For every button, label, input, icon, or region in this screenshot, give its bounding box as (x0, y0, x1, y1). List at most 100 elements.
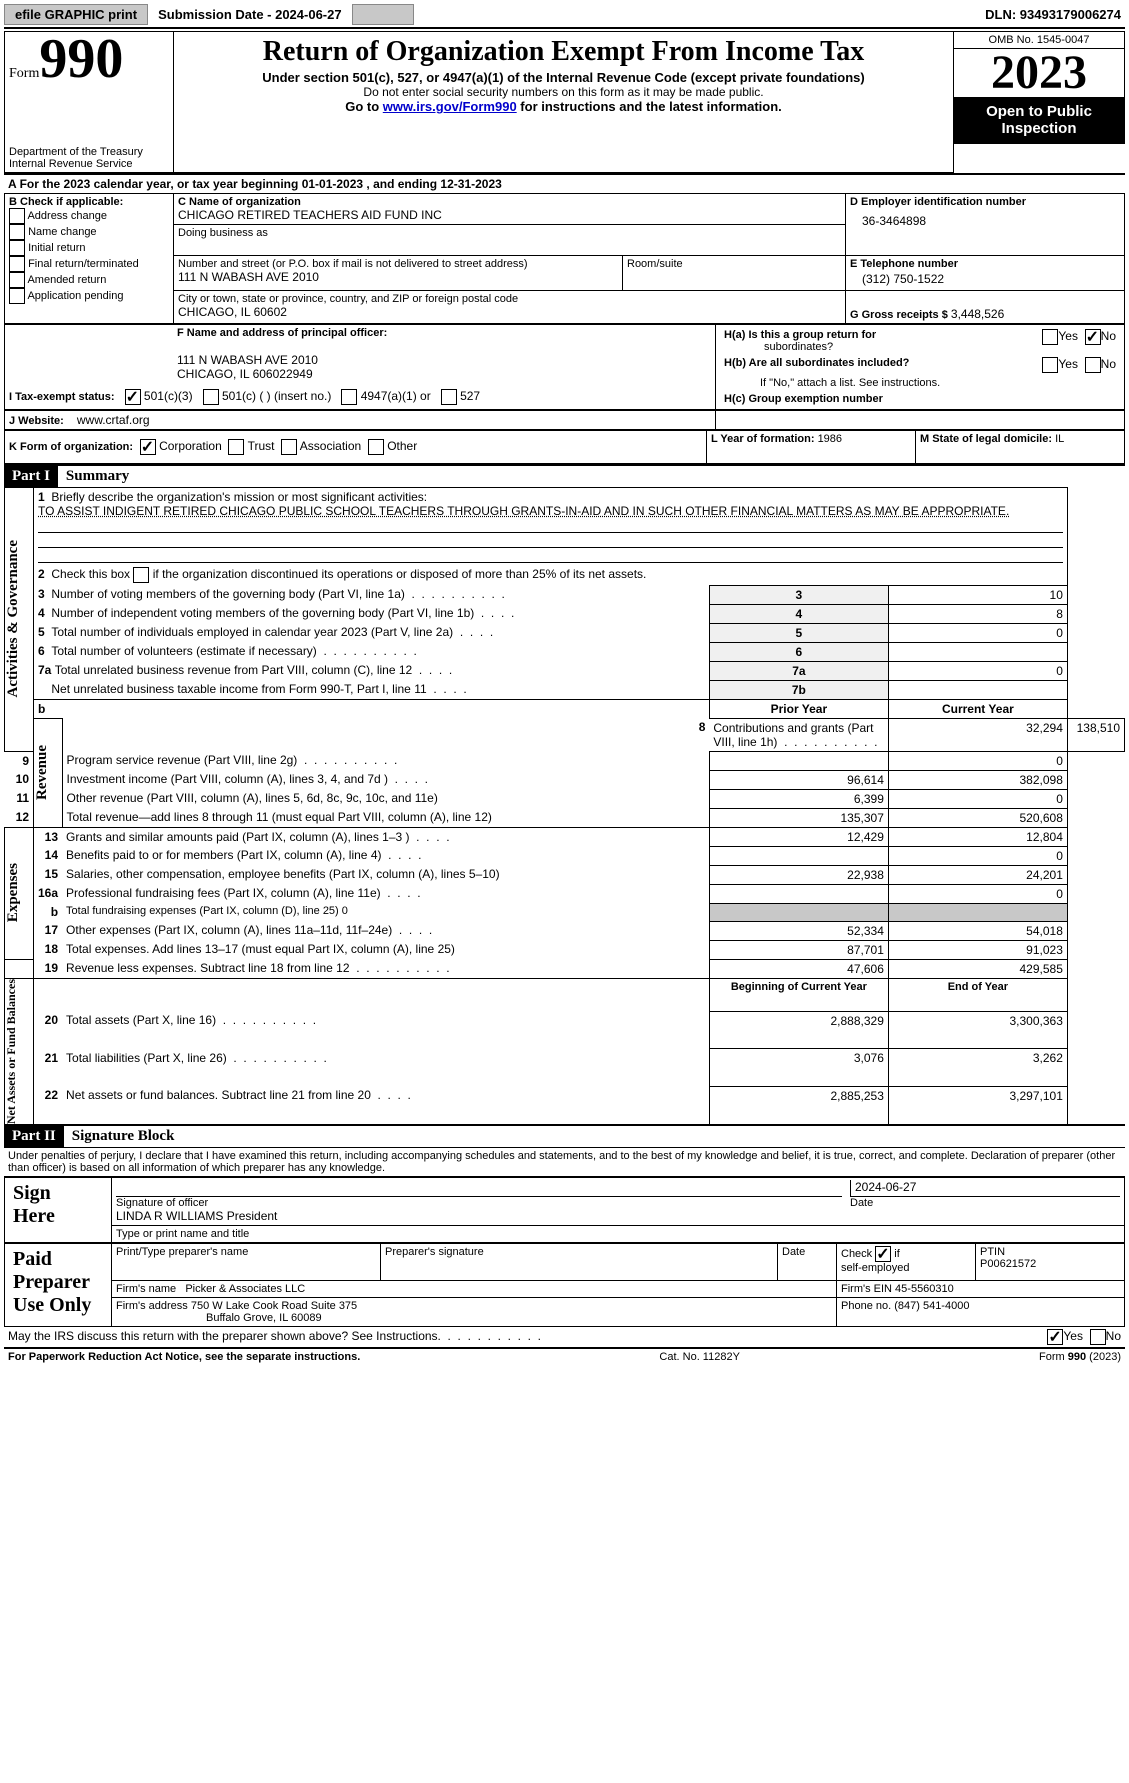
hb-yes-checkbox[interactable] (1042, 357, 1058, 373)
efile-print-button[interactable]: efile GRAPHIC print (4, 4, 148, 25)
form-990-number: 990 (39, 28, 123, 90)
527-checkbox[interactable] (441, 389, 457, 405)
corp-checkbox[interactable] (140, 439, 156, 455)
other-checkbox[interactable] (368, 439, 384, 455)
prior-curr-header: b Prior Year Current Year (5, 699, 1125, 718)
hb-no-checkbox[interactable] (1085, 357, 1101, 373)
blank-button[interactable] (352, 4, 414, 25)
dln: DLN: 93493179006274 (985, 7, 1125, 22)
line-21: 21 Total liabilities (Part X, line 26) 3… (5, 1049, 1125, 1086)
preparer-date: Date (778, 1243, 837, 1280)
box-c-addr: Number and street (or P.O. box if mail i… (174, 255, 623, 290)
trust-checkbox[interactable] (228, 439, 244, 455)
line-16a: 16a Professional fundraising fees (Part … (5, 884, 1125, 903)
footer: For Paperwork Reduction Act Notice, see … (4, 1349, 1125, 1365)
box-l: L Year of formation: 1986 (707, 430, 916, 463)
box-j: J Website: www.crtaf.org (5, 410, 716, 429)
box-c-room: Room/suite (623, 255, 846, 290)
sig-date: 2024-06-27 Date (846, 1177, 1125, 1225)
line-10: 10 Investment income (Part VIII, column … (5, 770, 1125, 789)
tax-year: 2023 (954, 49, 1124, 97)
ha-no-checkbox[interactable] (1085, 329, 1101, 345)
form-word: Form (9, 66, 39, 81)
line-6: 6 Total number of volunteers (estimate i… (5, 642, 1125, 661)
box-b: B Check if applicable: Address change Na… (5, 193, 174, 323)
line2-checkbox[interactable] (133, 567, 149, 583)
amended-return-checkbox[interactable] (9, 272, 25, 288)
501c3-checkbox[interactable] (125, 389, 141, 405)
header-sub2: Do not enter social security numbers on … (178, 85, 949, 99)
sig-officer: Signature of officer LINDA R WILLIAMS Pr… (112, 1177, 847, 1225)
line-9: 9 Program service revenue (Part VIII, li… (5, 751, 1125, 770)
box-i: I Tax-exempt status: 501(c)(3) 501(c) ( … (5, 387, 716, 409)
line-11: 11 Other revenue (Part VIII, column (A),… (5, 789, 1125, 808)
line-14: 14 Benefits paid to or for members (Part… (5, 846, 1125, 865)
section-actgov: Activities & Governance (5, 487, 34, 751)
sign-here: SignHere (5, 1177, 112, 1242)
box-d: D Employer identification number 36-3464… (846, 193, 1125, 255)
irs-link[interactable]: www.irs.gov/Form990 (383, 99, 517, 114)
preparer-sig: Preparer's signature (381, 1243, 778, 1280)
submission-date: Submission Date - 2024-06-27 (152, 7, 348, 22)
box-h: H(a) Is this a group return for subordin… (716, 324, 1125, 409)
firm-addr: Firm's address 750 W Lake Cook Road Suit… (112, 1297, 837, 1326)
return-title: Return of Organization Exempt From Incom… (178, 36, 949, 68)
self-employed: Check ifself-employed (837, 1243, 976, 1280)
firm-name: Firm's name Picker & Associates LLC (112, 1280, 837, 1297)
header-sub1: Under section 501(c), 527, or 4947(a)(1)… (178, 70, 949, 85)
line-16b: b Total fundraising expenses (Part IX, c… (5, 903, 1125, 921)
app-pending-checkbox[interactable] (9, 288, 25, 304)
assoc-checkbox[interactable] (281, 439, 297, 455)
line-5: 5 Total number of individuals employed i… (5, 623, 1125, 642)
line-22: 22 Net assets or fund balances. Subtract… (5, 1086, 1125, 1124)
line-7a: 7a Total unrelated business revenue from… (5, 661, 1125, 680)
box-g: G Gross receipts $ 3,448,526 (846, 290, 1125, 323)
initial-return-checkbox[interactable] (9, 240, 25, 256)
line-12: 12 Total revenue—add lines 8 through 11 … (5, 808, 1125, 827)
box-b-title: B Check if applicable: (9, 196, 169, 208)
final-return-checkbox[interactable] (9, 256, 25, 272)
name-change-checkbox[interactable] (9, 224, 25, 240)
501c-checkbox[interactable] (203, 389, 219, 405)
line-2: 2 Check this box if the organization dis… (34, 565, 1068, 586)
line-18: 18 Total expenses. Add lines 13–17 (must… (5, 940, 1125, 959)
discuss-no-checkbox[interactable] (1090, 1329, 1106, 1345)
box-c-name: C Name of organization CHICAGO RETIRED T… (174, 193, 846, 224)
header-center: Return of Organization Exempt From Incom… (174, 32, 954, 173)
box-f: F Name and address of principal officer:… (173, 324, 716, 387)
part-ii-header: Part II Signature Block (4, 1126, 1125, 1147)
header-right: OMB No. 1545-0047 2023 Open to Public In… (954, 32, 1125, 144)
box-c-city: City or town, state or province, country… (174, 290, 846, 323)
addr-change-checkbox[interactable] (9, 208, 25, 224)
line-7b: Net unrelated business taxable income fr… (5, 680, 1125, 699)
box-k: K Form of organization: Corporation Trus… (5, 430, 707, 463)
box-e: E Telephone number (312) 750-1522 (846, 255, 1125, 290)
line-19: 19 Revenue less expenses. Subtract line … (5, 959, 1125, 978)
4947-checkbox[interactable] (341, 389, 357, 405)
line-1: 1 Briefly describe the organization's mi… (34, 487, 1068, 565)
section-netassets: Net Assets or Fund Balances (5, 978, 34, 1125)
header-sub3: Go to www.irs.gov/Form990 for instructio… (178, 99, 949, 114)
section-revenue: Revenue (34, 718, 63, 827)
top-bar: efile GRAPHIC print Submission Date - 20… (4, 4, 1125, 29)
dept-treasury: Department of the Treasury Internal Reve… (5, 144, 174, 173)
section-expenses: Expenses (5, 827, 34, 959)
discuss-line: May the IRS discuss this return with the… (4, 1327, 1125, 1349)
line-17: 17 Other expenses (Part IX, column (A), … (5, 921, 1125, 940)
preparer-name: Print/Type preparer's name (112, 1243, 381, 1280)
ha-yes-checkbox[interactable] (1042, 329, 1058, 345)
ptin: PTINP00621572 (976, 1243, 1125, 1280)
discuss-yes-checkbox[interactable] (1047, 1329, 1063, 1345)
line-3: 3 Number of voting members of the govern… (5, 585, 1125, 604)
part-i-header: Part I Summary (4, 464, 1125, 487)
line-15: 15 Salaries, other compensation, employe… (5, 865, 1125, 884)
self-emp-checkbox[interactable] (875, 1246, 891, 1262)
open-to-public: Open to Public Inspection (954, 97, 1124, 143)
paid-preparer: PaidPreparerUse Only (5, 1243, 112, 1326)
line-20: 20 Total assets (Part X, line 16) 2,888,… (5, 1011, 1125, 1048)
firm-ein: Firm's EIN 45-5560310 (837, 1280, 1125, 1297)
line-4: 4 Number of independent voting members o… (5, 604, 1125, 623)
firm-phone: Phone no. (847) 541-4000 (837, 1297, 1125, 1326)
line-a: A For the 2023 calendar year, or tax yea… (4, 173, 1125, 193)
form-990-cell: Form990 (5, 32, 174, 144)
